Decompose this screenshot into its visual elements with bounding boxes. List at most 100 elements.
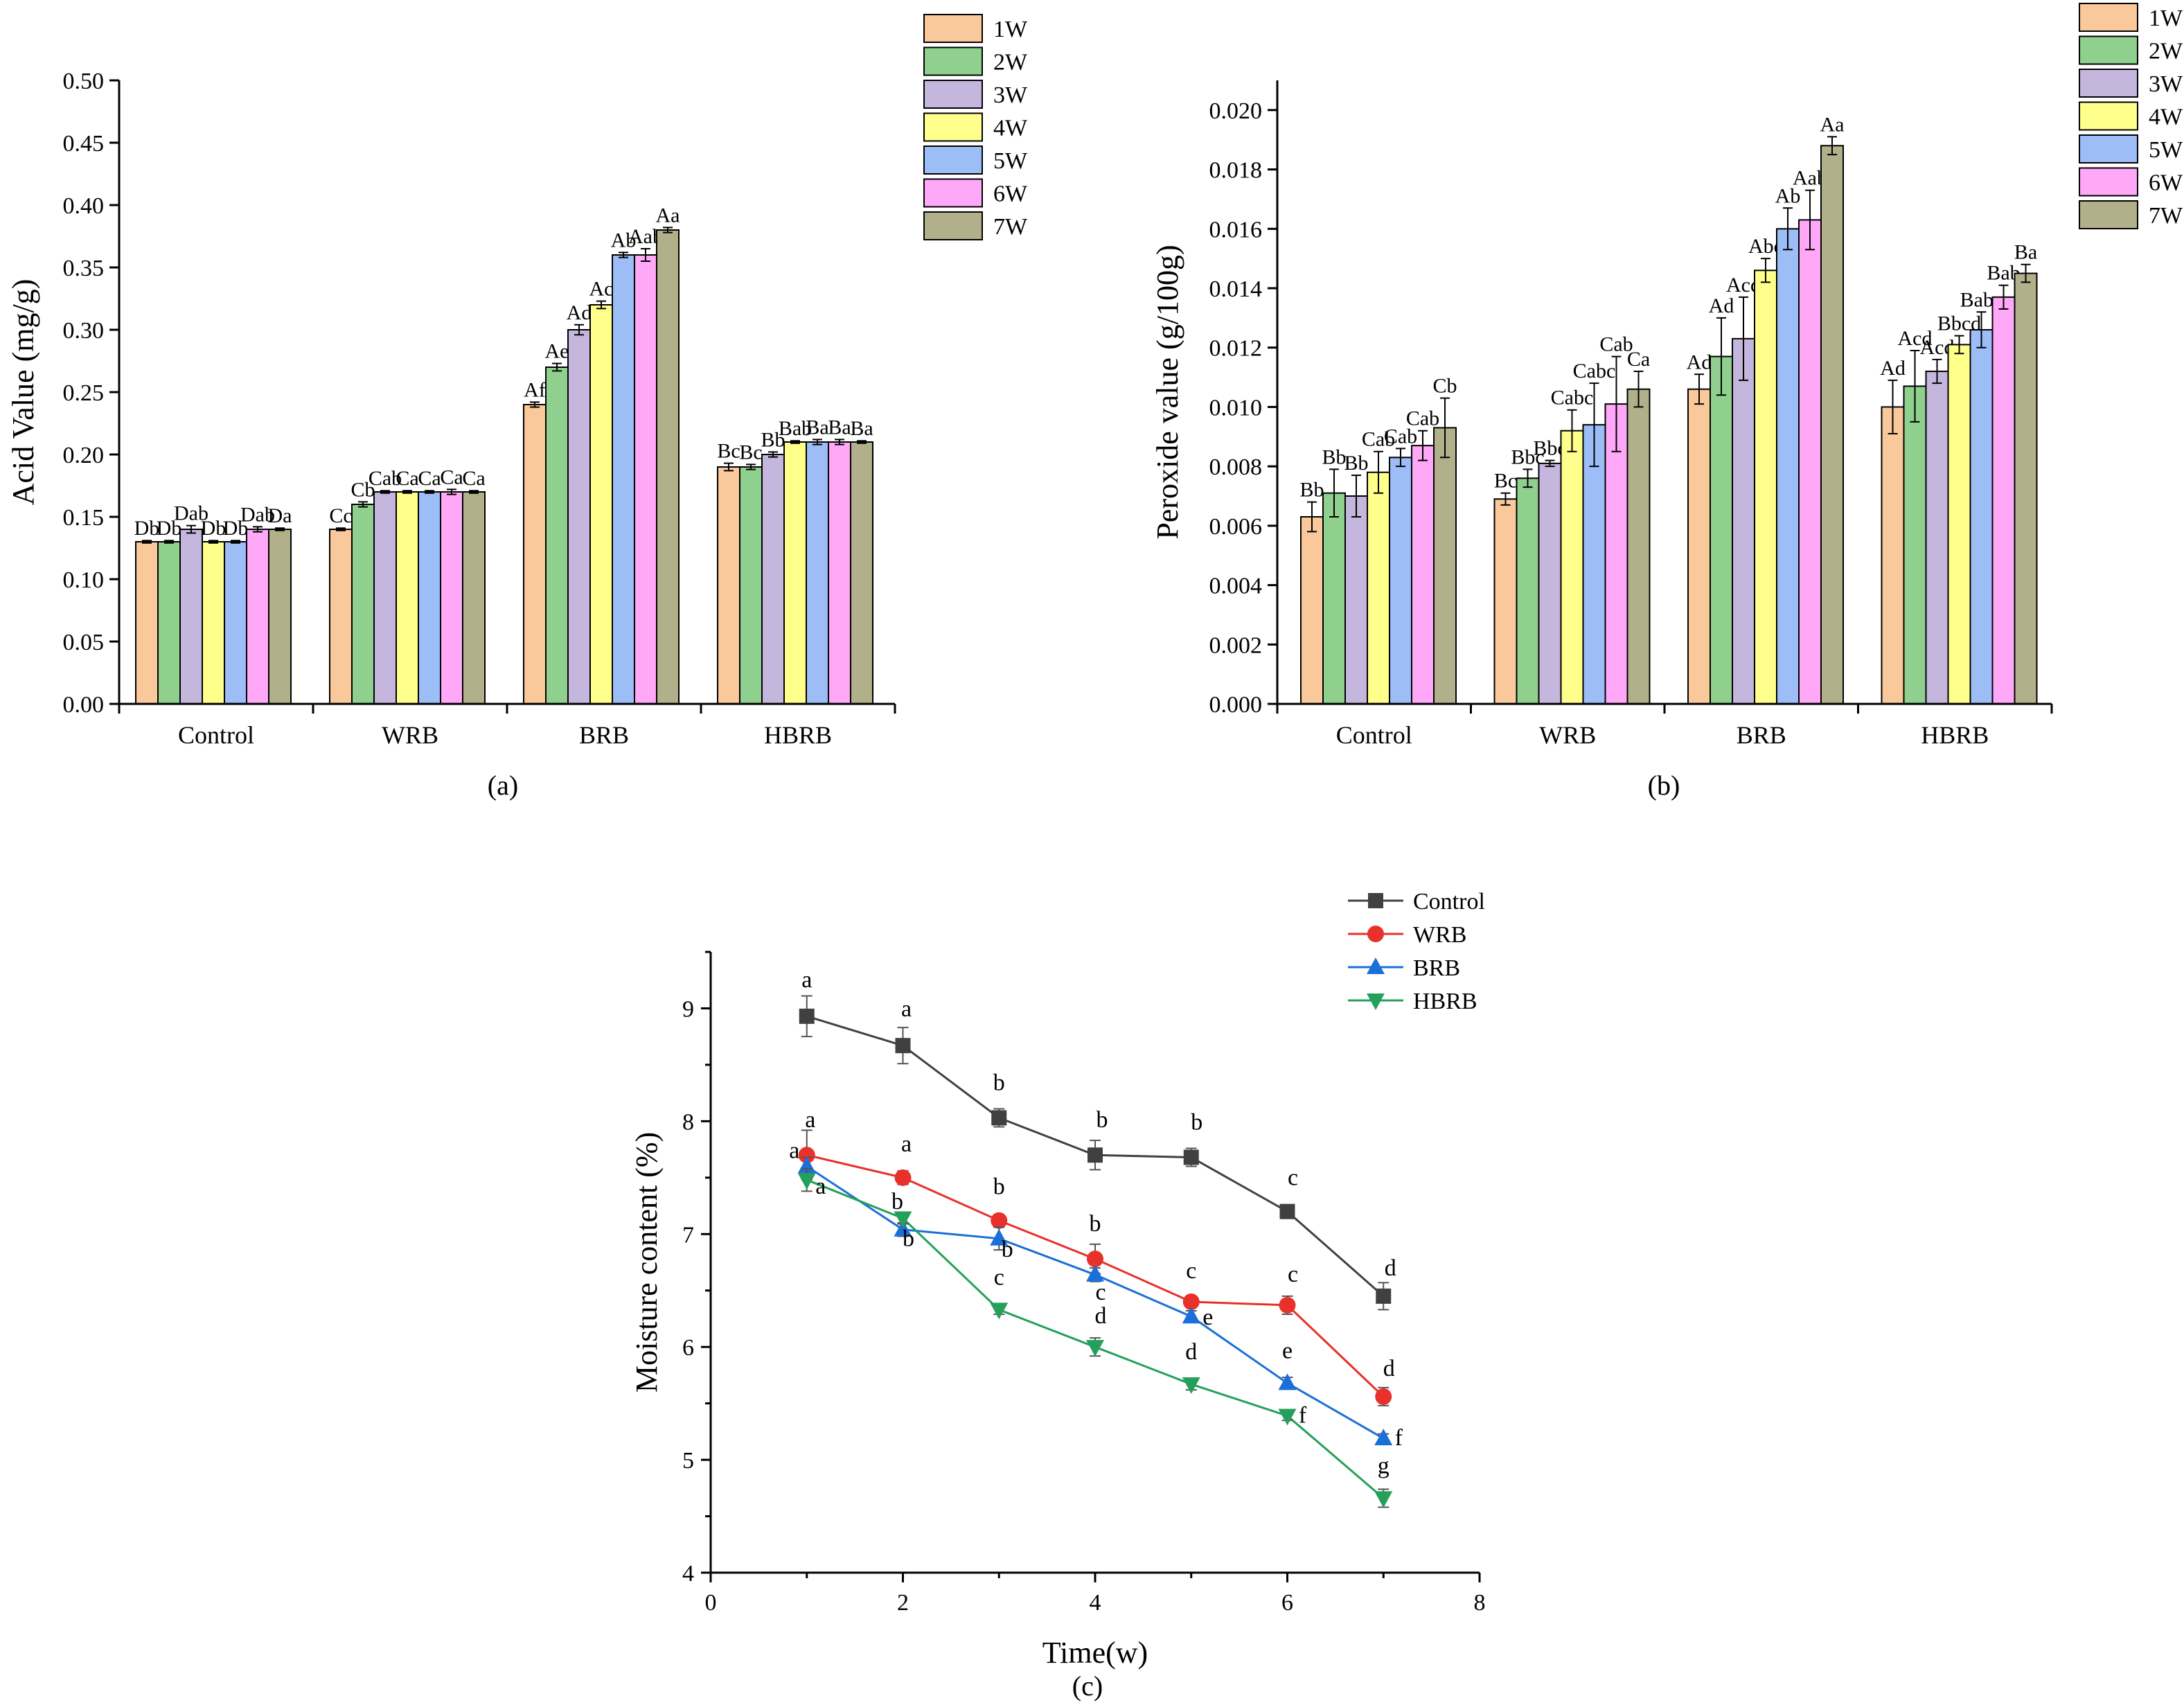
chart-c-point-Control	[895, 1038, 911, 1054]
chart-b-y-tick-label: 0.008	[1209, 454, 1263, 480]
chart-b-bar-1W-HBRB	[1881, 406, 1905, 705]
chart-b-bar-6W-Control	[1411, 445, 1435, 705]
chart-a-errorbar-5W-WRB	[425, 490, 434, 494]
chart-b-y-tick-label: 0.006	[1209, 514, 1263, 540]
chart-c-point-BRB	[990, 1228, 1009, 1246]
chart-c-point-WRB	[1087, 1251, 1103, 1268]
chart-a-legend-swatch	[923, 178, 983, 208]
chart-b-legend-swatch	[2079, 200, 2138, 229]
chart-b-y-tick-label: 0.000	[1209, 692, 1263, 718]
chart-b-errorbar-1W-WRB	[1500, 492, 1511, 506]
chart-c-point-WRB	[1279, 1296, 1296, 1314]
chart-b-bar-letter: Acd	[1898, 327, 1933, 350]
chart-a-errorbar-2W-WRB	[358, 501, 368, 508]
chart-b-legend-label: 7W	[2149, 203, 2183, 229]
chart-c-y-axis-title: Moisture content (%)	[630, 1132, 664, 1393]
chart-c-point-HBRB	[797, 1173, 816, 1190]
chart-a-bar-7W-HBRB	[850, 441, 873, 705]
chart-b-errorbar-5W-WRB	[1589, 382, 1599, 468]
chart-a-errorbar-7W-Control	[275, 527, 285, 531]
chart-c-point-Control	[1183, 1149, 1199, 1165]
chart-b-errorbar-3W-BRB	[1739, 296, 1748, 381]
chart-a-bar-2W-BRB	[545, 366, 569, 705]
chart-a-legend-label: 2W	[993, 50, 1028, 76]
chart-a-bar-letter: Cb	[350, 478, 375, 501]
chart-a-errorbar-5W-BRB	[619, 251, 628, 258]
chart-b-bar-letter: Bb	[1322, 445, 1346, 468]
chart-a-bar-4W-Control	[202, 541, 225, 705]
chart-b-category-label: WRB	[1539, 721, 1596, 749]
chart-c-point-letter: d	[1383, 1356, 1395, 1381]
chart-a-y-tick-label: 0.20	[63, 443, 105, 468]
chart-a-bar-2W-Control	[157, 541, 181, 705]
chart-a-bar-5W-HBRB	[806, 441, 829, 705]
chart-b-y-tick-label: 0.012	[1209, 336, 1263, 362]
chart-a-bar-4W-HBRB	[783, 441, 807, 705]
chart-b-bar-3W-WRB	[1538, 462, 1562, 705]
chart-a-bar-letter: Cab	[369, 467, 402, 490]
chart-b-bar-6W-HBRB	[1991, 296, 2016, 705]
chart-c-x-tick-label: 8	[1474, 1590, 1486, 1616]
chart-c-point-WRB	[894, 1169, 912, 1186]
chart-b-bar-3W-Control	[1344, 495, 1368, 705]
chart-b-y-tick-label: 0.002	[1209, 633, 1263, 658]
chart-a-bar-letter: Da	[268, 504, 292, 527]
chart-a-y-tick-label: 0.40	[63, 193, 105, 219]
chart-a-errorbar-3W-HBRB	[768, 451, 778, 458]
chart-a-bar-1W-BRB	[523, 404, 547, 705]
chart-b-errorbar-2W-HBRB	[1910, 350, 1920, 423]
chart-c-point-letter: b	[1191, 1109, 1202, 1135]
chart-a-bar-3W-HBRB	[761, 454, 785, 705]
chart-a-errorbar-3W-Control	[186, 524, 196, 534]
chart-a-bar-letter: Ae	[545, 340, 569, 363]
chart-a-bar-7W-Control	[268, 529, 292, 705]
chart-c-point-letter: c	[1095, 1280, 1106, 1305]
chart-a-errorbar-3W-WRB	[380, 490, 390, 494]
chart-a-errorbar-1W-BRB	[530, 401, 540, 408]
chart-c-y-tick-label: 4	[682, 1561, 694, 1587]
chart-b-errorbar-7W-HBRB	[2021, 263, 2031, 283]
chart-b-bar-7W-HBRB	[2014, 272, 2038, 705]
chart-b-bar-7W-BRB	[1820, 145, 1844, 705]
chart-a-bar-3W-Control	[179, 529, 203, 705]
chart-b-errorbar-6W-HBRB	[1998, 284, 2009, 310]
chart-b-errorbar-4W-BRB	[1761, 258, 1770, 283]
chart-b-bar-letter: Bb	[1344, 452, 1368, 475]
chart-c-point-letter: f	[1395, 1425, 1403, 1451]
chart-a-legend-swatch	[923, 112, 983, 142]
chart-c-point-letter: b	[993, 1070, 1005, 1095]
chart-a-bar-letter: Af	[524, 378, 546, 401]
chart-c-point-letter: d	[1385, 1255, 1396, 1281]
chart-a-y-tick-label: 0.10	[63, 567, 105, 593]
chart-a-bar-6W-HBRB	[828, 441, 851, 705]
chart-a-legend-swatch	[923, 14, 983, 43]
chart-a-bar-6W-BRB	[634, 254, 657, 705]
chart-c-point-letter: b	[993, 1174, 1005, 1200]
chart-c-y-tick-label: 9	[682, 996, 694, 1022]
chart-c-x-tick-label: 2	[897, 1590, 909, 1616]
panel-label-b: (b)	[1648, 770, 1680, 801]
chart-a-y-tick-label: 0.25	[63, 380, 105, 406]
chart-b-errorbar-4W-HBRB	[1954, 335, 1964, 355]
chart-b-bar-letter: Cab	[1384, 425, 1417, 448]
chart-c-point-letter: a	[901, 1131, 912, 1157]
chart-b-bar-4W-Control	[1367, 471, 1390, 705]
chart-b-bar-4W-WRB	[1560, 430, 1584, 705]
chart-c-point-HBRB	[894, 1211, 912, 1228]
chart-a-legend-swatch	[923, 211, 983, 240]
chart-b-legend-swatch	[2079, 134, 2138, 164]
chart-a-category-label: BRB	[579, 721, 629, 749]
chart-a-legend-label: 5W	[993, 148, 1028, 174]
chart-b-errorbar-7W-Control	[1440, 397, 1450, 459]
chart-c-point-letter: a	[901, 996, 912, 1022]
chart-a-y-tick-label: 0.30	[63, 318, 105, 344]
chart-c-point-WRB	[1375, 1388, 1392, 1405]
chart-b-legend-swatch	[2079, 35, 2138, 65]
chart-c-x-tick-label: 4	[1090, 1590, 1101, 1616]
chart-a-legend-swatch	[923, 80, 983, 109]
chart-c-point-BRB	[894, 1219, 912, 1237]
chart-c-point-letter: b	[891, 1189, 903, 1214]
chart-c-point-letter: c	[1288, 1262, 1298, 1287]
chart-c-point-WRB	[798, 1147, 815, 1164]
